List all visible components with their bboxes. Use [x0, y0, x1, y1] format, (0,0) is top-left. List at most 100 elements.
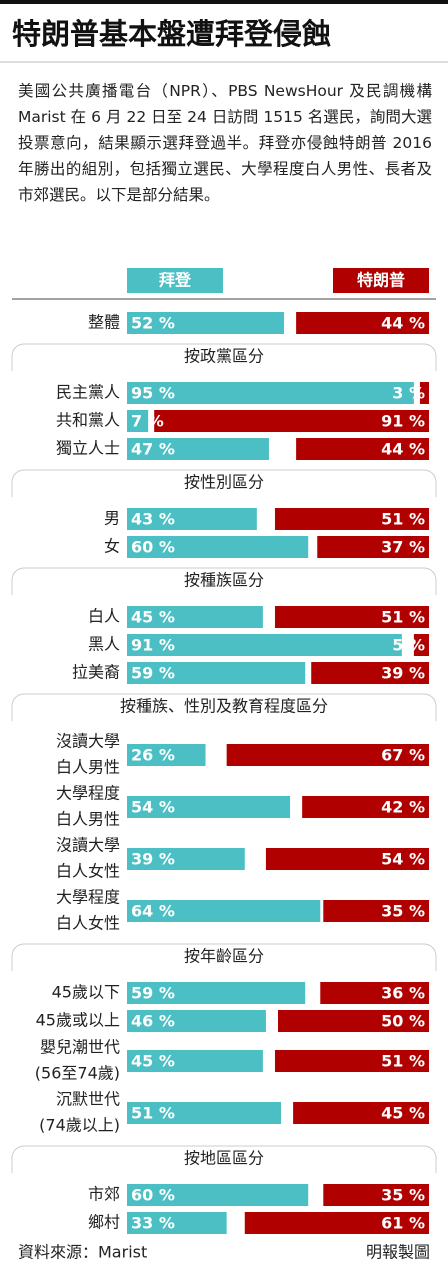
section-title: 按地區區分: [184, 1149, 264, 1168]
category-label: 嬰兒潮世代: [40, 1038, 120, 1057]
value-label: 26 %: [131, 746, 175, 765]
category-label: 民主黨人: [56, 383, 120, 402]
bar: [127, 536, 309, 558]
bar: [296, 438, 429, 460]
category-label: 白人男性: [56, 758, 120, 777]
bar: [278, 1010, 429, 1032]
bar: [127, 900, 321, 922]
value-label: 45 %: [131, 608, 175, 627]
bar: [296, 312, 429, 334]
value-label: 91 %: [381, 412, 425, 431]
value-label: 64 %: [131, 902, 175, 921]
category-label: 市郊: [88, 1185, 120, 1204]
bar: [274, 508, 429, 530]
category-label: 大學程度: [56, 784, 120, 803]
bar: [127, 1212, 227, 1234]
value-label: 91 %: [131, 636, 175, 655]
value-label: 35 %: [381, 902, 425, 921]
bar: [127, 662, 306, 684]
bar: [317, 536, 429, 558]
bar: [274, 606, 429, 628]
bar: [127, 438, 269, 460]
category-label: 鄉村: [88, 1213, 120, 1232]
value-label: 35 %: [381, 1186, 425, 1205]
category-label: 大學程度: [56, 888, 120, 907]
section-title: 按年齡區分: [184, 947, 264, 966]
bar: [127, 848, 245, 870]
credit: 明報製圖: [366, 1243, 430, 1262]
bar: [127, 634, 402, 656]
value-label: 54 %: [381, 850, 425, 869]
bar: [127, 312, 285, 334]
category-label: 45歲以下: [52, 983, 120, 1002]
chart-title: 特朗普基本盤遭拜登侵蝕: [12, 17, 331, 51]
value-label: 44 %: [381, 314, 425, 333]
value-label: 95 %: [131, 384, 175, 403]
category-label: 白人: [88, 607, 120, 626]
bar: [127, 796, 291, 818]
bar: [127, 1102, 282, 1124]
value-label: 50 %: [381, 1012, 425, 1031]
bar: [127, 744, 206, 766]
category-label: 拉美裔: [72, 663, 120, 682]
category-label: 白人女性: [56, 914, 120, 933]
value-label: 60 %: [131, 1186, 175, 1205]
bar: [127, 382, 414, 404]
value-label: 51 %: [381, 1052, 425, 1071]
legend-swatch: [333, 268, 429, 293]
value-label: 39 %: [381, 664, 425, 683]
value-label: 37 %: [381, 538, 425, 557]
value-label: 39 %: [131, 850, 175, 869]
value-label: 52 %: [131, 314, 175, 333]
value-label: 33 %: [131, 1214, 175, 1233]
section-title: 按種族、性別及教育程度區分: [120, 697, 328, 716]
description: 美國公共廣播電台（NPR）、PBS NewsHour 及民調機構 Marist …: [18, 82, 432, 204]
bar: [127, 1184, 309, 1206]
category-label: 45歲或以上: [36, 1011, 120, 1030]
value-label: 51 %: [381, 608, 425, 627]
category-label: 共和黨人: [56, 411, 120, 430]
section-cover: [10, 721, 438, 737]
bar: [154, 410, 429, 432]
section-title: 按政黨區分: [184, 347, 264, 366]
category-label: 獨立人士: [56, 439, 120, 458]
legend-label: 拜登: [159, 271, 192, 290]
value-label: 51 %: [381, 510, 425, 529]
bar: [127, 1010, 266, 1032]
category-label: (74歲以上): [39, 1116, 120, 1135]
bar: [323, 900, 429, 922]
value-label: 60 %: [131, 538, 175, 557]
bar: [127, 1050, 263, 1072]
value-label: 45 %: [131, 1052, 175, 1071]
category-label: 女: [104, 537, 120, 556]
category-label: 整體: [88, 313, 120, 332]
value-label: 7 %: [131, 412, 164, 431]
value-label: 59 %: [131, 984, 175, 1003]
category-label: 白人女性: [56, 862, 120, 881]
legend-swatch: [127, 268, 223, 293]
value-label: 36 %: [381, 984, 425, 1003]
category-label: 沒讀大學: [56, 732, 120, 751]
section-title: 按種族區分: [184, 571, 264, 590]
value-label: 45 %: [381, 1104, 425, 1123]
bar: [323, 1184, 429, 1206]
category-label: 沒讀大學: [56, 836, 120, 855]
value-label: 61 %: [381, 1214, 425, 1233]
category-label: 沉默世代: [56, 1090, 120, 1109]
bar: [265, 848, 429, 870]
value-label: 51 %: [131, 1104, 175, 1123]
value-label: 67 %: [381, 746, 425, 765]
category-label: 白人男性: [56, 810, 120, 829]
value-label: 54 %: [131, 798, 175, 817]
category-label: (56至74歲): [35, 1064, 120, 1083]
value-label: 44 %: [381, 440, 425, 459]
category-label: 男: [104, 509, 120, 528]
bar: [311, 662, 429, 684]
bar: [244, 1212, 429, 1234]
value-label: 5 %: [392, 636, 425, 655]
bar: [127, 410, 149, 432]
value-label: 3 %: [392, 384, 425, 403]
bar: [127, 606, 263, 628]
